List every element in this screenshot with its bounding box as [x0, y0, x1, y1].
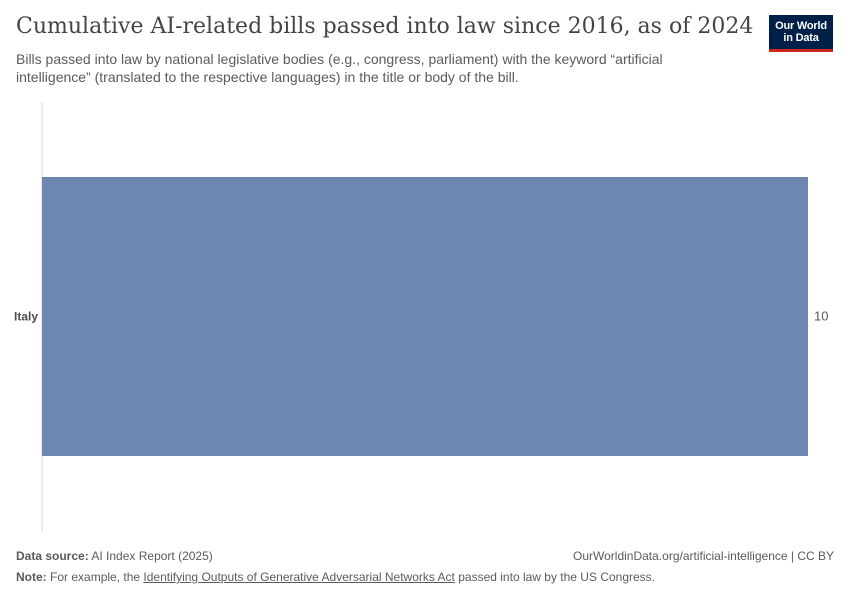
note-prefix: For example, the	[50, 570, 141, 584]
bar-italy[interactable]	[42, 177, 808, 456]
owid-logo[interactable]: Our World in Data	[769, 15, 833, 52]
chart-subtitle: Bills passed into law by national legisl…	[16, 51, 663, 85]
note-link[interactable]: Identifying Outputs of Generative Advers…	[143, 570, 455, 584]
note-label: Note:	[16, 570, 47, 584]
chart-title: Cumulative AI-related bills passed into …	[16, 14, 754, 39]
category-label-italy: Italy	[14, 310, 38, 324]
note-suffix: passed into law by the US Congress.	[458, 570, 656, 584]
logo-line-1: Our World	[775, 20, 827, 32]
url-text[interactable]: OurWorldinData.org/artificial-intelligen…	[573, 549, 834, 563]
note-row: Note: For example, the Identifying Outpu…	[16, 569, 834, 585]
value-label-italy: 10	[814, 309, 828, 324]
logo-line-2: in Data	[783, 32, 819, 44]
source-label: Data source:	[16, 549, 89, 563]
source-text: AI Index Report (2025)	[91, 549, 213, 563]
source-row: Data source: AI Index Report (2025) OurW…	[16, 548, 834, 564]
